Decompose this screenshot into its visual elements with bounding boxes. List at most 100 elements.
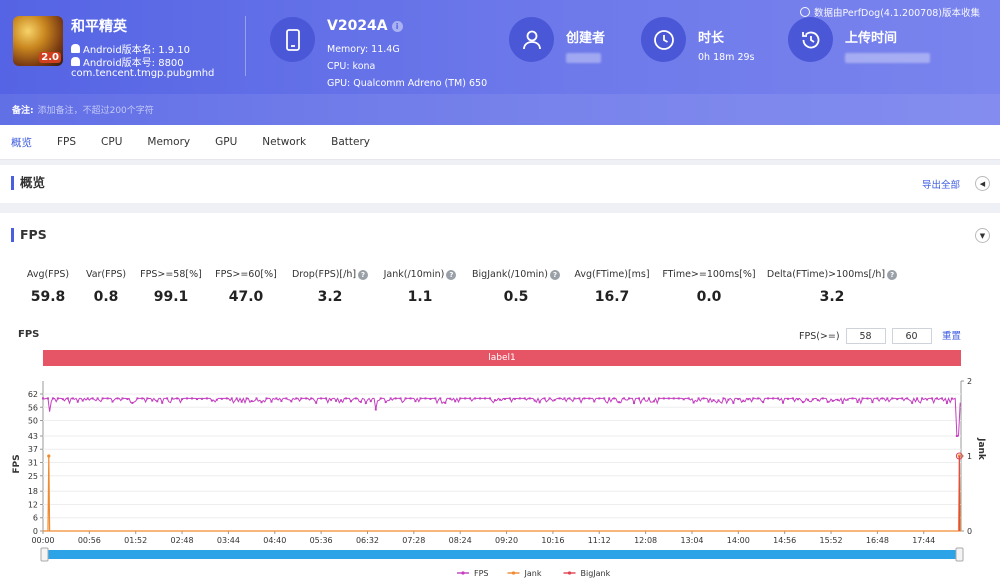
legend-label: Jank	[524, 569, 542, 578]
collapse-down-icon[interactable]: ▼	[975, 228, 990, 243]
x-tick-label: 15:52	[820, 536, 843, 545]
help-icon[interactable]: ?	[446, 269, 457, 280]
x-tick-label: 07:28	[402, 536, 425, 545]
fps-point	[171, 397, 174, 400]
tab-gpu[interactable]: GPU	[215, 136, 238, 148]
fps-point	[796, 398, 799, 401]
collapse-left-icon[interactable]: ◀	[975, 176, 990, 191]
fps-point	[260, 401, 263, 404]
fps-point	[240, 400, 243, 403]
legend-dot	[567, 571, 572, 575]
phone-icon	[270, 17, 315, 62]
scroller-track	[43, 550, 961, 559]
x-tick-label: 14:56	[773, 536, 796, 545]
tab-network[interactable]: Network	[262, 136, 307, 148]
fps-point	[553, 399, 556, 402]
remark-label: 备注:	[12, 106, 34, 116]
export-all-link[interactable]: 导出全部	[921, 180, 960, 191]
fps-point	[702, 397, 705, 400]
jank-line	[43, 455, 961, 532]
fps-threshold-input-2[interactable]	[891, 328, 932, 344]
fps-point	[285, 397, 288, 400]
chart-grid	[42, 381, 962, 532]
y2-tick-label: 0	[967, 527, 972, 536]
metric-8: FTime>=100ms[%] 0.0	[639, 269, 779, 305]
chart-series	[42, 396, 963, 532]
tab-memory[interactable]: Memory	[147, 136, 191, 148]
fps-point	[613, 397, 616, 400]
device-memory: Memory: 11.4G	[327, 44, 400, 55]
fps-point	[349, 400, 352, 403]
help-icon[interactable]: ?	[358, 269, 369, 280]
help-icon[interactable]: ?	[887, 269, 898, 280]
fps-point	[508, 397, 511, 400]
chart-range-scroller[interactable]	[40, 547, 964, 562]
remark-input[interactable]: 添加备注，不超过200个字符	[37, 106, 154, 116]
fps-point	[61, 398, 64, 401]
x-tick-label: 06:32	[356, 536, 379, 545]
fps-point	[935, 397, 938, 400]
fps-point	[747, 398, 750, 401]
x-tick-label: 00:00	[31, 536, 54, 545]
fps-point	[513, 397, 516, 400]
fps-point	[791, 397, 794, 400]
overview-title: 概览	[11, 176, 45, 190]
fps-point	[777, 397, 780, 400]
fps-point	[42, 397, 44, 400]
fps-threshold-input-1[interactable]	[845, 328, 886, 344]
device-cpu: CPU: kona	[327, 61, 376, 72]
tab-bar: 概览 FPS CPU Memory GPU Network Battery	[0, 125, 1000, 160]
metric-label-text: FPS>=58[%]	[140, 269, 202, 280]
fps-point	[593, 400, 596, 403]
fps-point	[851, 397, 854, 400]
fps-point	[419, 397, 422, 400]
metric-value: 3.2	[317, 289, 343, 305]
fps-point	[344, 397, 347, 400]
fps-point	[901, 397, 904, 400]
y-tick-label: 56	[28, 403, 38, 412]
x-tick-label: 01:52	[124, 536, 147, 545]
fps-point	[523, 397, 526, 400]
info-icon[interactable]: i	[391, 20, 403, 32]
help-icon[interactable]: ?	[549, 269, 560, 280]
y-tick-label: 37	[28, 445, 38, 454]
fps-point	[414, 400, 417, 403]
duration-value: 0h 18m 29s	[698, 52, 755, 63]
fps-point	[205, 397, 208, 400]
header-divider	[245, 16, 246, 76]
fps-point	[782, 401, 785, 404]
fps-point	[310, 397, 313, 400]
tab-overview[interactable]: 概览	[11, 136, 32, 149]
fps-point	[732, 401, 735, 404]
fps-point	[215, 398, 218, 401]
tab-battery[interactable]: Battery	[331, 136, 370, 148]
fps-point	[379, 397, 382, 400]
fps-point	[866, 397, 869, 400]
fps-point	[498, 398, 501, 401]
fps-point	[712, 399, 715, 402]
y-axis-ticks: 0 6 12 18 25 31 37 43 50 56 62	[28, 390, 43, 536]
label-band: label1	[43, 350, 961, 366]
fps-point	[71, 397, 74, 400]
metric-value: 1.1	[407, 289, 433, 305]
fps-point	[598, 397, 601, 400]
y-tick-label: 62	[28, 390, 38, 399]
fps-point	[320, 397, 323, 400]
fps-point	[876, 397, 879, 400]
fps-point	[518, 397, 521, 400]
tab-fps[interactable]: FPS	[57, 136, 77, 148]
tab-cpu[interactable]: CPU	[101, 136, 123, 148]
reset-link[interactable]: 重置	[942, 331, 962, 342]
x-tick-label: 14:00	[727, 536, 750, 545]
fps-point	[940, 397, 943, 400]
fps-point	[404, 397, 407, 400]
scroller-handle-left	[40, 547, 49, 562]
fps-point	[503, 397, 506, 400]
fps-point	[657, 397, 660, 400]
app-version-code-text: Android版本号: 8800	[83, 58, 184, 69]
metric-value: 0.5	[503, 289, 529, 305]
fps-point	[96, 397, 99, 400]
metric-value: 16.7	[594, 289, 630, 305]
fps-point	[608, 397, 611, 400]
fps-point	[81, 399, 84, 402]
